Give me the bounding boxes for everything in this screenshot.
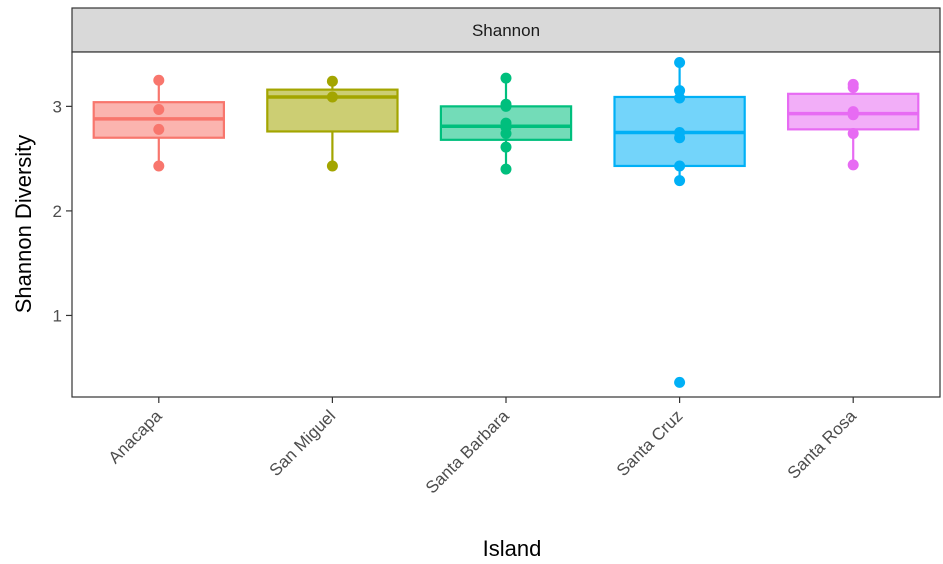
x-tick-label: Santa Cruz [613,406,687,480]
data-point [500,100,512,112]
box-group-anacapa [92,74,225,172]
data-point [153,104,165,115]
y-tick-label: 2 [53,202,62,221]
data-point [153,123,165,135]
y-tick-label: 1 [53,306,62,325]
data-marks [92,56,920,388]
y-axis: 1 2 3 [53,97,72,325]
x-tick-label: Santa Barbara [422,406,513,497]
box-group-santa-barbara [439,72,573,175]
data-point [674,56,686,68]
box-group-santa-rosa [786,78,920,171]
x-axis-title: Island [483,536,542,561]
data-point [153,160,165,172]
facet-strip [71,7,941,53]
data-point [674,175,686,187]
data-point [326,75,338,87]
data-point [500,72,512,84]
data-point [500,128,512,140]
y-tick-label: 3 [53,97,62,116]
data-point [153,74,165,86]
x-tick-label: San Miguel [266,406,340,480]
x-tick-label: Anacapa [105,406,166,467]
box-group-san-miguel [266,75,399,172]
data-point [847,128,859,140]
y-axis-title: Shannon Diversity [11,135,36,314]
facet-strip-label: Shannon [472,21,540,40]
data-point [847,159,859,171]
x-axis: Anacapa San Miguel Santa Barbara Santa Cruz… [105,397,861,497]
data-point [674,92,686,104]
x-tick-label: Santa Rosa [784,406,861,483]
data-point [847,109,859,121]
data-point [674,132,686,144]
data-point [674,160,686,172]
data-point [847,82,859,94]
data-point [500,141,512,153]
data-point [326,91,338,103]
data-point [674,376,686,388]
box-group-santa-cruz [613,56,746,388]
data-point [500,163,512,175]
data-point [326,160,338,172]
